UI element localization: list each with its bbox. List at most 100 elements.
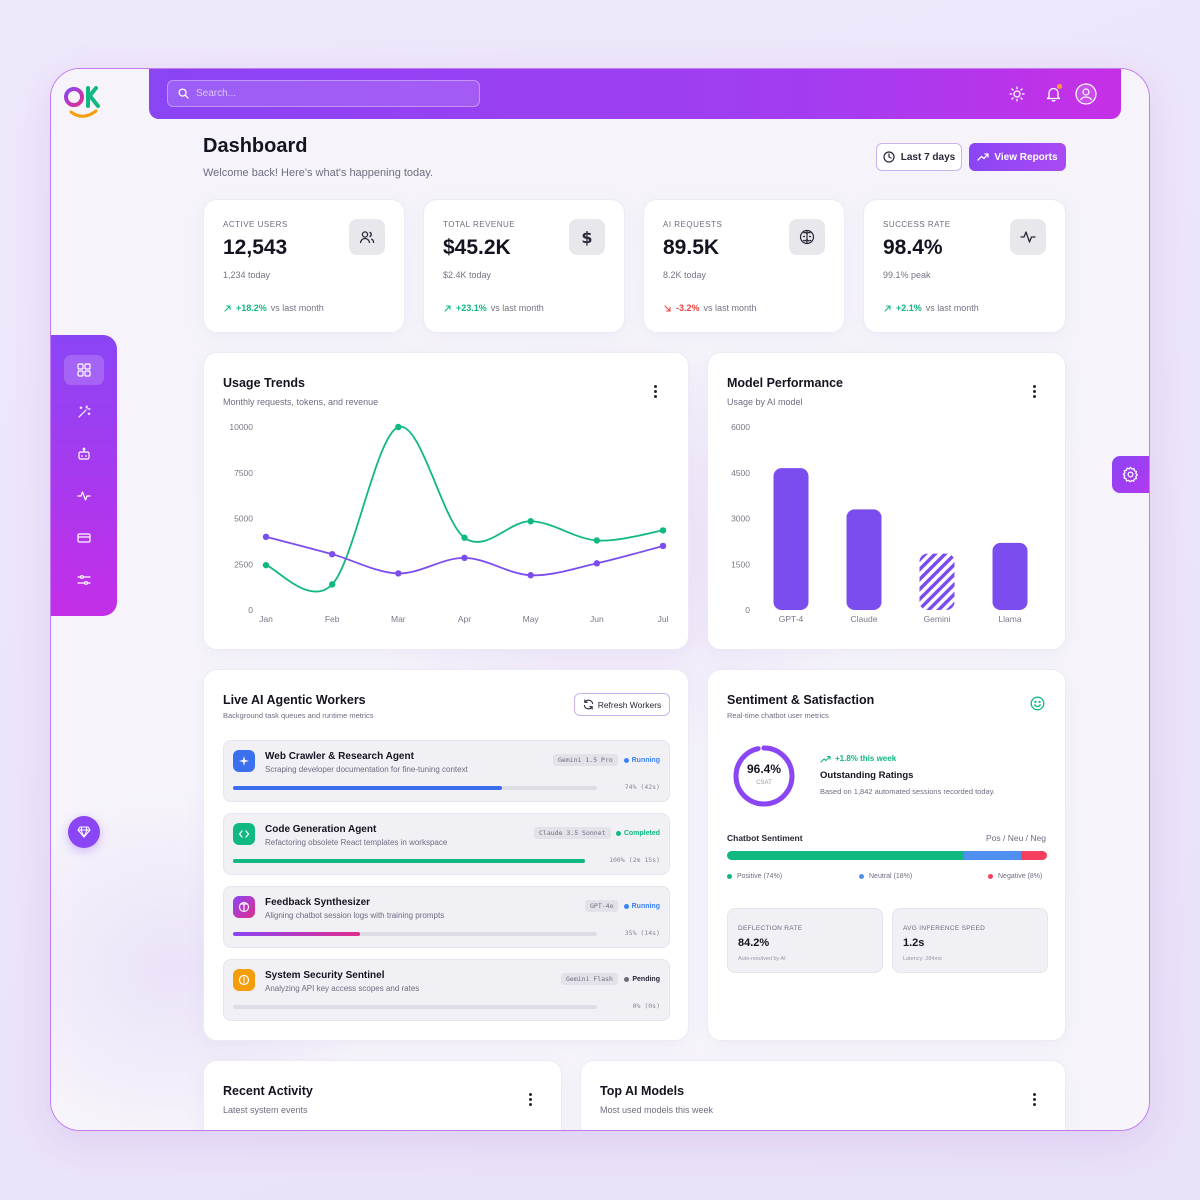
worker-description: Refactoring obsolete React templates in … bbox=[265, 838, 448, 847]
more-options-icon[interactable] bbox=[1028, 1091, 1040, 1107]
stat-card-ai-requests: AI REQUESTS 89.5K 8.2K today -3.2% vs la… bbox=[643, 199, 845, 333]
alert-icon bbox=[233, 969, 255, 991]
worker-row[interactable]: Feedback Synthesizer Aligning chatbot se… bbox=[223, 886, 670, 948]
stat-subtext: 99.1% peak bbox=[883, 270, 931, 280]
trend-percent: +2.1% bbox=[896, 303, 922, 313]
sentiment-bar-label: Chatbot Sentiment bbox=[727, 833, 803, 843]
sidebar-item-settings[interactable] bbox=[64, 565, 104, 595]
usage-line-chart: 10000 7500 5000 2500 0 Jan Feb Mar Apr May Jun Jul bbox=[229, 422, 669, 624]
date-range-button[interactable]: Last 7 days bbox=[876, 143, 962, 171]
x-tick-label: Apr bbox=[458, 614, 471, 624]
x-tick-label: Jul bbox=[658, 614, 669, 624]
worker-progress-text: 35% (14s) bbox=[625, 929, 660, 937]
model-bar-chart: 6000 4500 3000 1500 0 GPT-4 Claude Gemini Llama bbox=[731, 422, 1028, 624]
data-point bbox=[328, 550, 336, 558]
bell-icon[interactable] bbox=[1042, 83, 1064, 105]
activity-icon bbox=[1010, 219, 1046, 255]
bar-llama bbox=[992, 542, 1028, 610]
sentiment-positive-segment bbox=[727, 851, 964, 860]
card-subtitle: Monthly requests, tokens, and revenue bbox=[223, 397, 379, 407]
sidebar-item-billing[interactable] bbox=[64, 523, 104, 553]
y-tick-label: 0 bbox=[745, 605, 750, 615]
worker-progress-fill bbox=[233, 786, 503, 790]
worker-progress-text: 0% (0s) bbox=[633, 1002, 660, 1010]
user-avatar-icon[interactable] bbox=[1075, 83, 1097, 105]
refresh-icon bbox=[583, 699, 593, 710]
stat-value: 12,543 bbox=[223, 236, 288, 259]
deflection-rate-box: DEFLECTION RATE 84.2% Auto-resolved by A… bbox=[727, 908, 883, 973]
live-workers-card: Live AI Agentic Workers Background task … bbox=[203, 669, 689, 1041]
deflection-rate-sub: Auto-resolved by AI bbox=[738, 956, 786, 962]
theme-toggle-icon[interactable] bbox=[1006, 83, 1028, 105]
y-tick-label: 4500 bbox=[731, 468, 750, 478]
worker-name: System Security Sentinel bbox=[265, 970, 385, 981]
card-subtitle: Latest system events bbox=[223, 1105, 308, 1115]
stat-label: ACTIVE USERS bbox=[223, 220, 288, 229]
worker-progress-fill bbox=[233, 859, 585, 863]
trend-percent: +23.1% bbox=[456, 303, 487, 313]
worker-model-tag: Gemini 1.5 Pro bbox=[553, 754, 618, 766]
view-reports-button[interactable]: View Reports bbox=[969, 143, 1066, 171]
sidebar-item-bots[interactable] bbox=[64, 439, 104, 469]
trending-up-icon bbox=[977, 153, 990, 161]
worker-status-label: Running bbox=[631, 903, 660, 910]
page-subtitle: Welcome back! Here's what's happening to… bbox=[203, 167, 434, 179]
search-box[interactable] bbox=[167, 80, 480, 107]
data-point bbox=[461, 534, 468, 541]
x-tick-label: Mar bbox=[391, 614, 406, 624]
worker-row[interactable]: Web Crawler & Research Agent Scraping de… bbox=[223, 740, 670, 802]
card-subtitle: Most used models this week bbox=[600, 1105, 714, 1115]
stat-card-success-rate: SUCCESS RATE 98.4% 99.1% peak +2.1% vs l… bbox=[863, 199, 1066, 333]
sidebar-item-dashboard[interactable] bbox=[64, 355, 104, 385]
worker-status: Running bbox=[623, 903, 660, 910]
usage-trends-card: Usage Trends Monthly requests, tokens, a… bbox=[203, 352, 689, 650]
premium-button[interactable] bbox=[68, 816, 100, 848]
stat-value: $45.2K bbox=[443, 236, 511, 259]
legend-neutral-label: Neutral (18%) bbox=[869, 873, 913, 880]
code-icon bbox=[233, 823, 255, 845]
pulse-icon bbox=[77, 491, 91, 501]
arrow-up-right-icon bbox=[224, 304, 231, 312]
worker-progress-percent: 74% bbox=[624, 783, 637, 791]
worker-progress-text: 74% (42s) bbox=[625, 783, 660, 791]
search-input[interactable] bbox=[196, 88, 456, 99]
inference-speed-value: 1.2s bbox=[903, 937, 925, 949]
sentiment-card: Sentiment & Satisfaction Real-time chatb… bbox=[707, 669, 1066, 1041]
worker-progress-percent: 0% bbox=[632, 1002, 641, 1010]
app-logo[interactable] bbox=[63, 83, 107, 123]
sliders-icon bbox=[77, 574, 91, 586]
sidebar-item-magic[interactable] bbox=[64, 397, 104, 427]
stat-trend: +2.1% vs last month bbox=[883, 303, 979, 313]
legend-positive-label: Positive (74%) bbox=[737, 873, 783, 880]
top-models-card: Top AI Models Most used models this week bbox=[580, 1060, 1066, 1130]
worker-row[interactable]: System Security Sentinel Analyzing API k… bbox=[223, 959, 670, 1021]
y-tick-label: 0 bbox=[248, 605, 253, 615]
trend-percent: -3.2% bbox=[676, 303, 700, 313]
y-tick-label: 1500 bbox=[731, 559, 750, 569]
card-title: Usage Trends bbox=[223, 376, 305, 390]
inference-speed-box: AVG INFERENCE SPEED 1.2s Latency: 284ms bbox=[892, 908, 1048, 973]
dollar-icon: $ bbox=[569, 219, 605, 255]
worker-name: Code Generation Agent bbox=[265, 824, 377, 835]
worker-elapsed-time: (14s) bbox=[640, 929, 660, 937]
sidebar-item-analytics[interactable] bbox=[64, 481, 104, 511]
worker-row[interactable]: Code Generation Agent Refactoring obsole… bbox=[223, 813, 670, 875]
arrow-down-right-icon bbox=[664, 304, 671, 312]
settings-fab[interactable] bbox=[1112, 456, 1149, 493]
worker-model-tag: Claude 3.5 Sonnet bbox=[534, 827, 611, 839]
more-options-icon[interactable] bbox=[524, 1091, 536, 1107]
refresh-workers-button[interactable]: Refresh Workers bbox=[574, 693, 670, 716]
stat-card-active-users: ACTIVE USERS 12,543 1,234 today +18.2% v… bbox=[203, 199, 405, 333]
more-options-icon[interactable] bbox=[649, 383, 661, 399]
trend-percent: +18.2% bbox=[236, 303, 267, 313]
x-tick-label: May bbox=[523, 614, 540, 624]
worker-progress-fill bbox=[233, 932, 361, 936]
more-options-icon[interactable] bbox=[1028, 383, 1040, 399]
trend-text: vs last month bbox=[925, 303, 979, 313]
sentiment-negative-segment bbox=[1021, 851, 1047, 860]
notification-dot bbox=[1057, 84, 1062, 89]
view-reports-label: View Reports bbox=[994, 151, 1058, 163]
csat-label: CSAT bbox=[756, 780, 772, 786]
card-title: Sentiment & Satisfaction bbox=[727, 693, 875, 707]
legend-neutral: Neutral (18%) bbox=[859, 873, 912, 880]
